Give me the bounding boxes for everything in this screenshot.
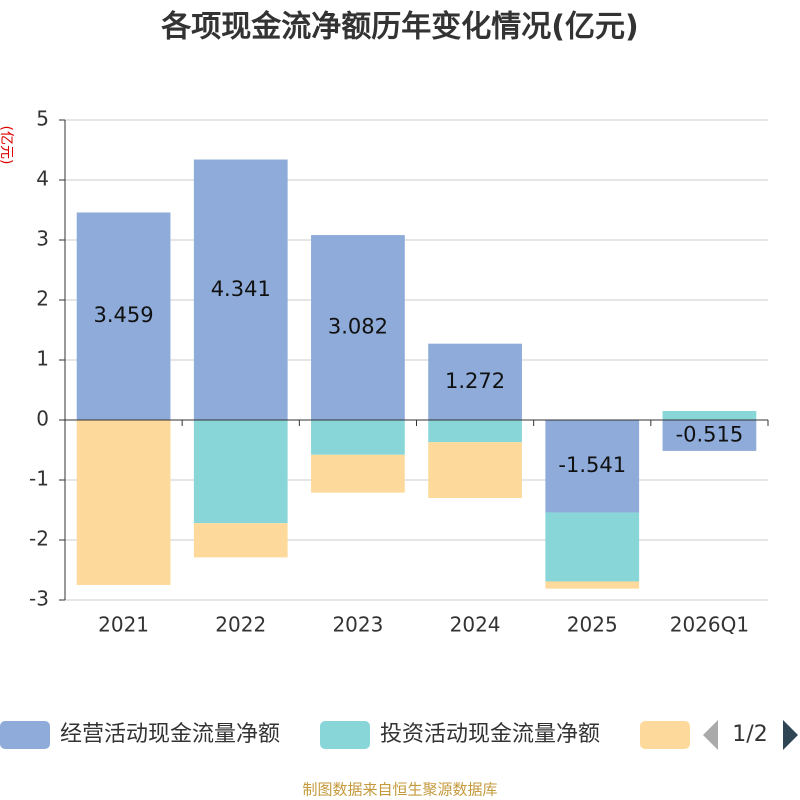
bar <box>545 581 640 589</box>
legend-label: 经营活动现金流量净额 <box>60 722 280 747</box>
data-label: 3.082 <box>328 315 388 339</box>
y-tick-label: 0 <box>36 407 49 431</box>
y-tick-label: 3 <box>36 227 49 251</box>
x-tick-label: 2021 <box>98 613 149 637</box>
bar <box>311 454 405 493</box>
x-tick-label: 2025 <box>567 613 618 637</box>
y-tick-label: -1 <box>29 467 49 491</box>
bar <box>311 235 405 420</box>
y-axis-label: (亿元) <box>0 126 14 165</box>
y-tick-label: 5 <box>36 107 49 131</box>
x-tick-label: 2024 <box>450 613 501 637</box>
bar <box>662 420 757 451</box>
bar <box>193 159 288 421</box>
legend-swatch <box>320 721 370 749</box>
data-label: 1.272 <box>445 369 505 393</box>
bar <box>193 523 288 558</box>
y-tick-label: -2 <box>29 527 49 551</box>
bar <box>662 411 757 420</box>
legend-swatch <box>640 721 690 749</box>
legend-label: 投资活动现金流量净额 <box>380 722 600 747</box>
bar <box>76 420 171 585</box>
source-note: 制图数据来自恒生聚源数据库 <box>302 781 497 799</box>
bar <box>193 420 288 524</box>
legend-page: 1/2 <box>732 722 767 747</box>
bar <box>311 420 405 455</box>
bar <box>76 212 171 420</box>
legend-next[interactable] <box>783 720 798 750</box>
x-tick-label: 2023 <box>332 613 383 637</box>
bar <box>545 512 640 582</box>
x-tick-label: 2022 <box>215 613 266 637</box>
bar <box>428 442 522 498</box>
data-label: -1.541 <box>558 453 626 477</box>
data-label: 3.459 <box>94 303 154 327</box>
y-tick-label: -3 <box>29 587 49 611</box>
y-tick-label: 1 <box>36 347 49 371</box>
legend-swatch <box>0 721 50 749</box>
legend-prev[interactable] <box>703 720 718 750</box>
bar <box>545 420 640 513</box>
data-label: 4.341 <box>211 277 271 301</box>
x-tick-label: 2026Q1 <box>670 613 749 637</box>
data-label: -0.515 <box>676 422 744 446</box>
y-tick-label: 4 <box>36 167 49 191</box>
chart-title: 各项现金流净额历年变化情况(亿元) <box>160 10 638 45</box>
y-tick-label: 2 <box>36 287 49 311</box>
bar <box>428 420 522 443</box>
bar <box>428 343 522 420</box>
